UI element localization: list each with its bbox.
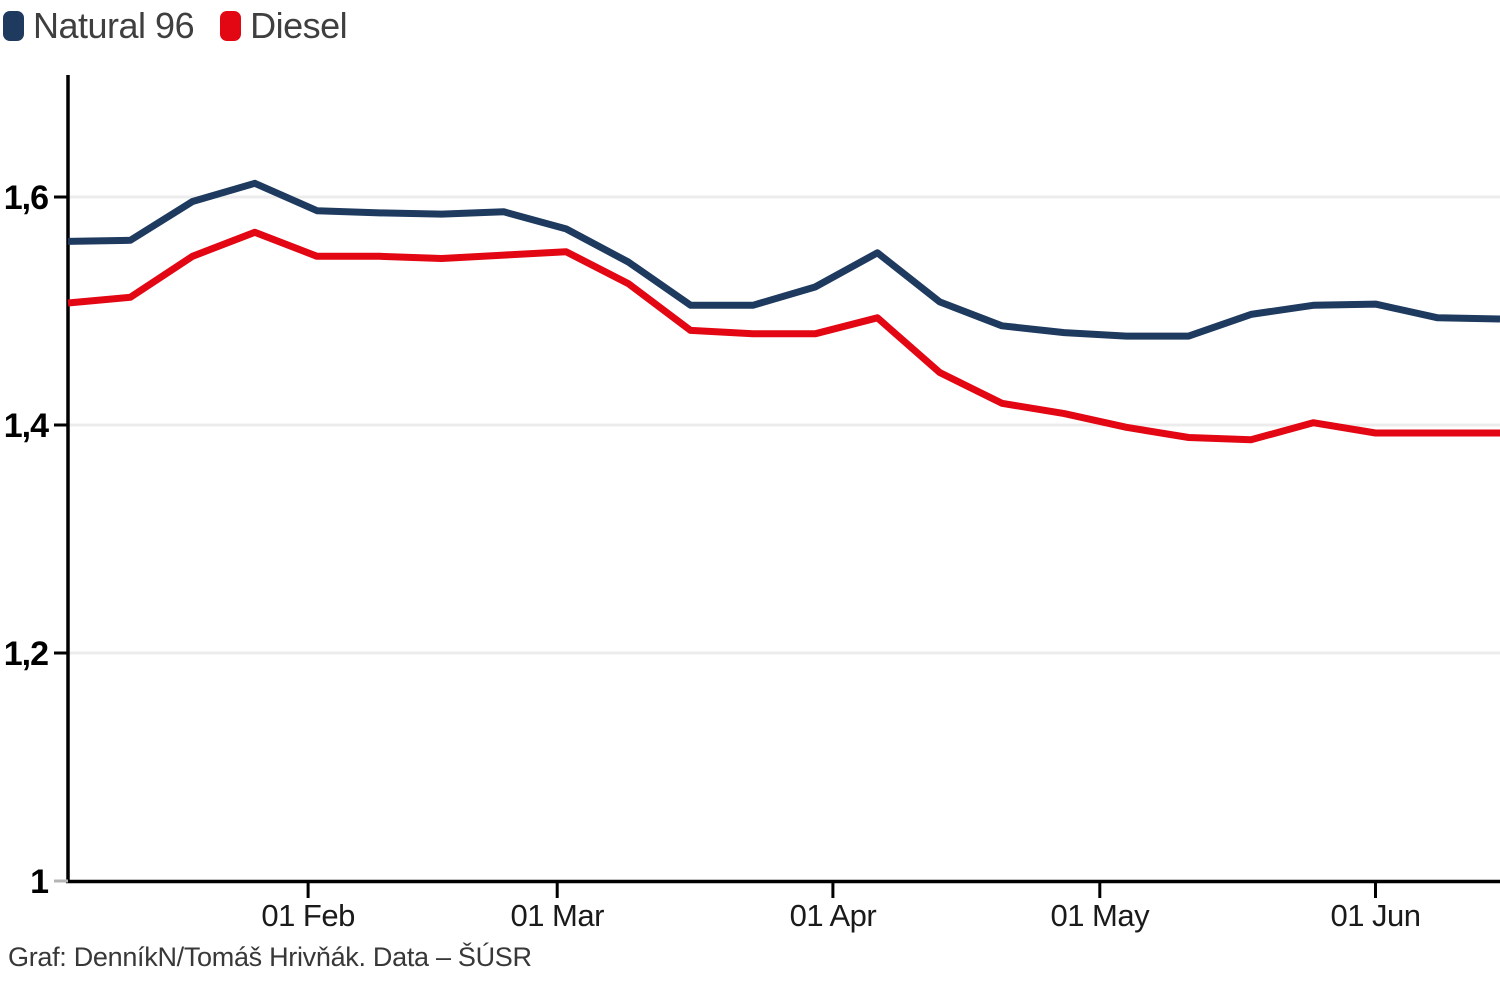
series-line-natural-96 xyxy=(67,179,1500,340)
chart-credit: Graf: DenníkN/Tomáš Hrivňák. Data – ŠÚSR xyxy=(8,942,532,972)
chart-legend: Natural 96 Diesel xyxy=(3,5,348,46)
series-line-diesel xyxy=(67,228,1500,444)
legend-item-natural96: Natural 96 xyxy=(3,5,195,46)
natural96-swatch-icon xyxy=(3,11,24,41)
y-tick-label: 1,2 xyxy=(4,635,48,673)
y-tick-label: 1,4 xyxy=(4,407,49,445)
x-tick-label: 01 Jun xyxy=(1330,898,1420,933)
diesel-swatch-icon xyxy=(220,11,242,41)
x-tick-label: 01 Apr xyxy=(790,898,877,933)
x-tick-label: 01 Mar xyxy=(510,898,604,933)
legend-label-diesel: Diesel xyxy=(250,5,348,46)
y-tick-label: 1 xyxy=(30,863,48,901)
legend-label-natural96: Natural 96 xyxy=(33,5,195,46)
y-tick-label: 1,6 xyxy=(4,179,48,217)
legend-item-diesel: Diesel xyxy=(220,5,348,46)
x-tick-label: 01 Feb xyxy=(261,898,355,933)
x-tick-label: 01 May xyxy=(1050,898,1150,933)
